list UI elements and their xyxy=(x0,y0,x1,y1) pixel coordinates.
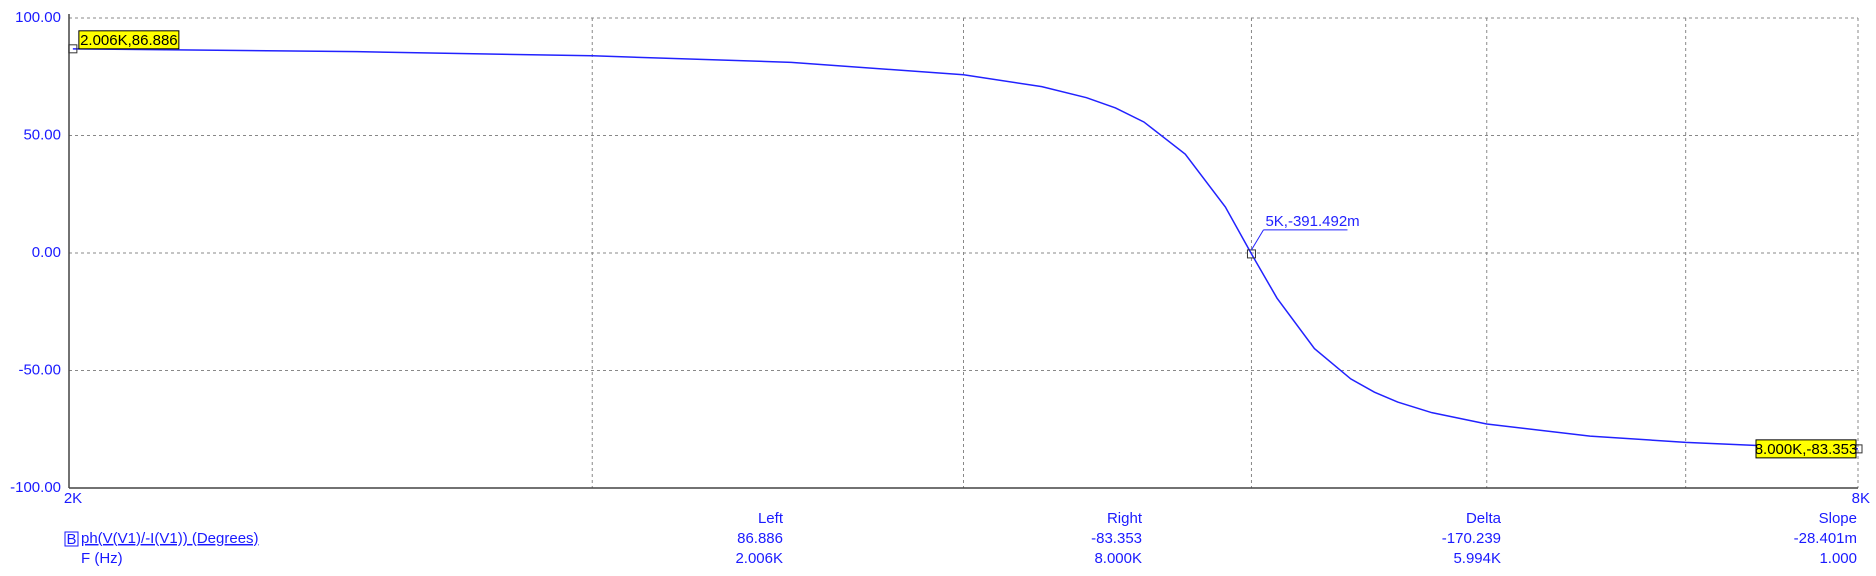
y-tick-label: 100.00 xyxy=(15,9,61,26)
annotation-label: 2.006K,86.886 xyxy=(80,32,178,49)
table-header: Delta xyxy=(1466,510,1502,527)
table-value: 2.006K xyxy=(735,550,783,567)
annotation-box xyxy=(1755,439,1857,459)
series-name: ph(V(V1)/-I(V1)) (Degrees) xyxy=(81,530,259,547)
table-header: Left xyxy=(758,510,784,527)
x-tick-label: 8K xyxy=(1852,490,1870,507)
y-tick-label: -50.00 xyxy=(18,361,61,378)
y-tick-label: 50.00 xyxy=(23,126,61,143)
series-icon: B xyxy=(66,531,76,548)
table-value: 1.000 xyxy=(1819,550,1857,567)
annotation-label: 5K,-391.492m xyxy=(1265,213,1359,230)
annotation-box xyxy=(78,30,180,50)
annotation-leader xyxy=(1251,229,1264,251)
table-header: Slope xyxy=(1819,510,1857,527)
annotation-label: 8.000K,-83.353 xyxy=(1755,441,1858,458)
table-value: -28.401m xyxy=(1794,530,1857,547)
annotation-marker xyxy=(68,44,78,54)
y-tick-label: 0.00 xyxy=(32,244,61,261)
x-tick-label: 2K xyxy=(64,490,82,507)
series-icon-box xyxy=(64,531,79,547)
table-value: -170.239 xyxy=(1442,530,1501,547)
y-tick-label: -100.00 xyxy=(10,479,61,496)
row-label: F (Hz) xyxy=(81,550,123,567)
table-value: 8.000K xyxy=(1094,550,1142,567)
series-line xyxy=(72,48,1859,450)
table-value: -83.353 xyxy=(1091,530,1142,547)
table-header: Right xyxy=(1107,510,1143,527)
table-value: 86.886 xyxy=(737,530,783,547)
table-value: 5.994K xyxy=(1453,550,1501,567)
